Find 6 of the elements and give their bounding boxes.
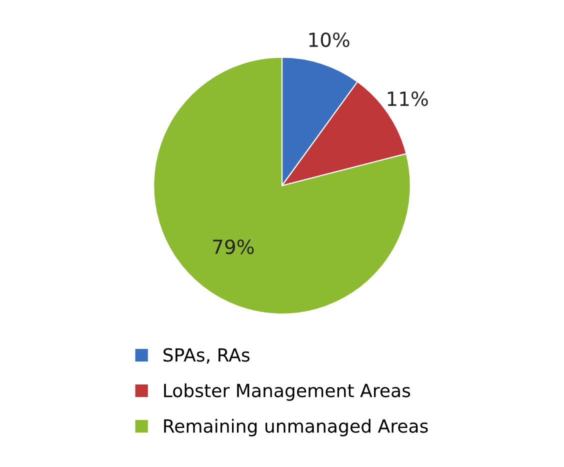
- legend-label: SPAs, RAs: [164, 348, 250, 364]
- data-label: 10%: [309, 32, 350, 48]
- legend-label: Lobster Management Areas: [164, 383, 410, 401]
- data-label: 11%: [388, 91, 428, 106]
- data-label: 79%: [213, 239, 254, 254]
- legend-label: Remaining unmanaged Areas: [164, 418, 428, 436]
